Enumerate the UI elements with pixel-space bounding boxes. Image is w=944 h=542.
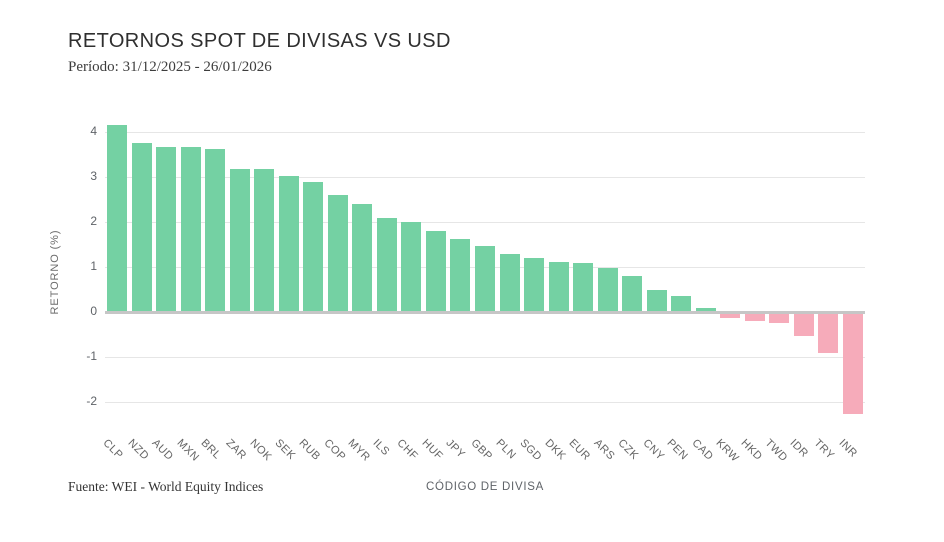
bar-ARS [597, 268, 618, 312]
x-tick-label-BRL: BRL [198, 437, 224, 462]
x-tick-label-ZAR: ZAR [223, 437, 249, 463]
gridline-y-4 [105, 131, 865, 133]
bar-TWD [769, 312, 790, 324]
bar-CLP [107, 125, 128, 312]
gridline-y-3 [105, 176, 865, 178]
y-tick-label--2: -2 [86, 394, 97, 408]
source-note: Fuente: WEI - World Equity Indices [68, 479, 264, 494]
x-tick-label-CHF: CHF [394, 437, 421, 463]
x-tick-label-JPY: JPY [443, 437, 468, 461]
bar-AUD [156, 146, 177, 312]
x-tick-label-ILS: ILS [370, 437, 392, 459]
x-tick-label-IDR: IDR [787, 437, 811, 460]
bar-PLN [499, 254, 520, 312]
y-tick-label-1: 1 [90, 259, 97, 273]
bar-ZAR [229, 168, 250, 312]
bar-GBP [475, 245, 495, 312]
y-tick-label-2: 2 [90, 214, 97, 228]
x-tick-label-PLN: PLN [493, 437, 518, 462]
bar-INR [842, 312, 863, 415]
bar-NOK [254, 168, 275, 312]
x-tick-label-NOK: NOK [247, 437, 275, 464]
bar-HKD [744, 312, 765, 321]
y-tick-label-0: 0 [90, 304, 97, 318]
bar-KRW [720, 312, 741, 318]
zero-axis-line [105, 310, 865, 314]
x-tick-label-GBP: GBP [468, 437, 495, 463]
bar-EUR [573, 262, 594, 312]
bar-CHF [401, 222, 422, 312]
x-tick-label-ARS: ARS [591, 437, 617, 463]
x-tick-label-DKK: DKK [542, 437, 568, 463]
x-tick-label-AUD: AUD [149, 437, 176, 463]
x-tick-label-NZD: NZD [125, 437, 151, 463]
y-tick-label-4: 4 [90, 124, 97, 138]
x-tick-label-INR: INR [836, 437, 860, 460]
gridline-y--1 [105, 356, 865, 358]
chart-subtitle: Período: 31/12/2025 - 26/01/2026 [68, 59, 272, 75]
x-tick-label-CZK: CZK [615, 437, 641, 463]
x-tick-label-RUB: RUB [296, 437, 323, 463]
x-tick-label-TRY: TRY [811, 437, 837, 462]
bar-RUB [303, 181, 324, 312]
bar-MXN [180, 146, 201, 312]
bar-CNY [646, 289, 667, 312]
bar-DKK [548, 262, 569, 312]
x-tick-label-HUF: HUF [419, 437, 446, 463]
x-tick-label-KRW: KRW [713, 437, 742, 465]
x-tick-label-CNY: CNY [640, 437, 667, 463]
x-axis-title: CÓDIGO DE DIVISA [426, 481, 544, 493]
x-tick-label-MYR: MYR [345, 437, 373, 464]
y-tick-label-3: 3 [90, 169, 97, 183]
x-tick-label-EUR: EUR [566, 437, 593, 463]
x-tick-label-PEN: PEN [664, 437, 691, 463]
x-tick-label-SGD: SGD [517, 437, 544, 464]
chart-title: RETORNOS SPOT DE DIVISAS VS USD [68, 30, 451, 52]
bar-TRY [818, 312, 839, 353]
y-tick-label--1: -1 [86, 349, 97, 363]
bar-MYR [352, 204, 373, 312]
bar-COP [327, 195, 348, 312]
bar-HUF [425, 231, 446, 312]
x-tick-label-HKD: HKD [738, 437, 765, 463]
bar-CZK [622, 275, 643, 312]
x-tick-label-CAD: CAD [689, 437, 716, 463]
x-tick-label-CLP: CLP [100, 437, 126, 462]
x-tick-label-MXN: MXN [174, 437, 202, 464]
bar-IDR [793, 312, 814, 336]
bar-PEN [671, 295, 692, 312]
bar-NZD [131, 143, 152, 312]
x-tick-label-TWD: TWD [762, 437, 790, 465]
gridline-y-2 [105, 221, 865, 223]
bar-SGD [524, 258, 545, 312]
bar-JPY [450, 239, 471, 312]
bar-BRL [205, 149, 226, 312]
x-tick-label-SEK: SEK [272, 437, 298, 463]
gridline-y--2 [105, 401, 865, 403]
bar-SEK [278, 175, 299, 312]
bar-CAD [695, 307, 716, 312]
bar-ILS [376, 217, 397, 312]
x-tick-label-COP: COP [321, 437, 348, 464]
